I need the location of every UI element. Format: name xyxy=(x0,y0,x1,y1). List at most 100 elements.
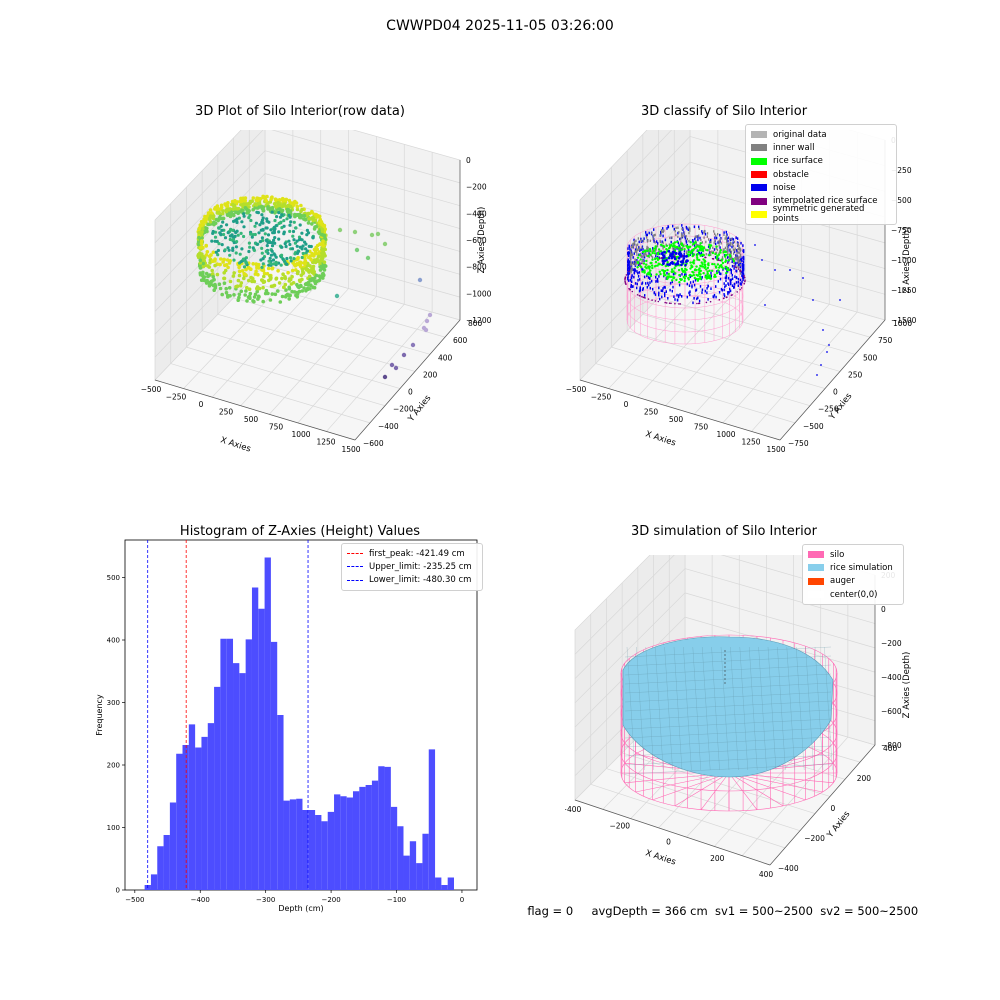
noise-point xyxy=(685,241,688,244)
noise-point xyxy=(628,254,630,257)
legend-swatch xyxy=(808,591,824,599)
histogram-bar xyxy=(264,557,271,890)
inner-wall-point xyxy=(722,257,724,261)
mesh-line xyxy=(711,646,720,771)
histogram-bar xyxy=(403,855,410,891)
inner-wall-point xyxy=(642,259,644,262)
rice-surface-point xyxy=(707,263,710,266)
raw-point xyxy=(269,253,273,257)
raw-point xyxy=(301,251,305,256)
noise-point xyxy=(662,227,664,230)
raw-point xyxy=(282,219,286,223)
x-tick-label: 0 xyxy=(624,400,629,409)
noise-point xyxy=(685,239,687,243)
inner-wall-point xyxy=(669,236,671,240)
rice-surface-point xyxy=(673,244,676,248)
inner-wall-point xyxy=(731,238,733,241)
noise-point xyxy=(738,263,740,267)
raw-point xyxy=(213,286,218,290)
raw-point xyxy=(316,254,321,259)
inner-wall-point xyxy=(729,248,731,252)
rice-surface-point xyxy=(703,263,707,267)
raw-point xyxy=(220,292,224,297)
raw-point xyxy=(262,274,266,279)
raw-point xyxy=(223,248,227,252)
raw-point xyxy=(242,212,246,216)
raw-point xyxy=(289,256,293,260)
noise-point xyxy=(729,278,731,282)
grid-line xyxy=(249,281,446,338)
raw-point xyxy=(199,232,204,236)
raw-point xyxy=(266,240,270,245)
noise-point xyxy=(649,281,651,284)
rice-surface-point xyxy=(670,268,674,271)
raw-point xyxy=(219,233,223,237)
grid-line xyxy=(264,150,461,207)
raw-point xyxy=(248,245,252,249)
raw-point xyxy=(232,240,236,245)
noise-point xyxy=(704,289,706,293)
grid-line xyxy=(611,346,811,407)
raw-point xyxy=(273,236,277,240)
noise-point xyxy=(676,247,678,250)
inner-wall-point xyxy=(632,245,634,248)
raw-point xyxy=(294,226,298,230)
raw-point xyxy=(216,253,220,257)
inner-wall-point xyxy=(705,248,707,251)
raw-point xyxy=(208,214,213,218)
noise-point xyxy=(667,250,671,253)
noise-point xyxy=(672,224,674,228)
raw-point xyxy=(288,223,292,227)
raw-point xyxy=(260,218,264,222)
raw-point xyxy=(206,222,211,227)
y-tick-label: −200 xyxy=(804,834,825,843)
raw-point xyxy=(213,205,218,210)
noise-point xyxy=(723,288,725,292)
raw-point xyxy=(287,293,291,298)
rice-surface-point xyxy=(672,270,675,273)
inner-wall-point xyxy=(710,241,712,244)
histogram-legend-entry: Lower_limit: -480.30 cm xyxy=(347,574,477,587)
histogram-legend-entry: Upper_limit: -235.25 cm xyxy=(347,560,477,573)
raw-point xyxy=(298,245,302,249)
histogram-bar xyxy=(371,780,379,891)
grid-line xyxy=(689,213,886,269)
inner-wall-point xyxy=(654,249,656,252)
raw-point xyxy=(231,274,236,278)
raw-point xyxy=(230,234,234,238)
raw-point xyxy=(281,272,285,276)
inner-wall-point xyxy=(737,242,739,246)
raw-point xyxy=(242,271,246,276)
raw-point xyxy=(263,232,267,236)
rice-surface-point xyxy=(677,247,681,250)
legend-swatch xyxy=(751,197,767,205)
raw-point xyxy=(301,261,306,265)
rice-surface-point xyxy=(732,259,736,263)
raw-point xyxy=(240,220,244,224)
noise-point xyxy=(697,296,699,300)
x-tick-label: 0 xyxy=(199,400,204,409)
rice-surface-point xyxy=(687,278,690,281)
noise-point xyxy=(743,267,745,271)
noise-point xyxy=(657,242,659,245)
raw-point xyxy=(222,276,226,281)
y-tick-label: −750 xyxy=(788,439,809,448)
raw-point xyxy=(274,261,279,265)
noise-point xyxy=(701,288,704,292)
inner-wall-point xyxy=(632,242,634,245)
raw-point xyxy=(255,242,259,246)
raw-point xyxy=(232,271,236,275)
histogram-bar xyxy=(226,638,234,890)
raw-point xyxy=(282,213,286,217)
rice-surface-point xyxy=(709,277,712,280)
noise-point xyxy=(693,297,695,300)
rice-surface-point xyxy=(662,244,665,247)
legend-swatch xyxy=(808,577,824,585)
noise-point xyxy=(731,284,734,287)
raw-point xyxy=(261,221,265,225)
raw-point xyxy=(221,260,225,264)
raw-point xyxy=(261,195,266,200)
x-tick-label: −500 xyxy=(125,896,144,904)
mesh-line xyxy=(730,646,739,771)
histogram-bar xyxy=(289,799,297,891)
